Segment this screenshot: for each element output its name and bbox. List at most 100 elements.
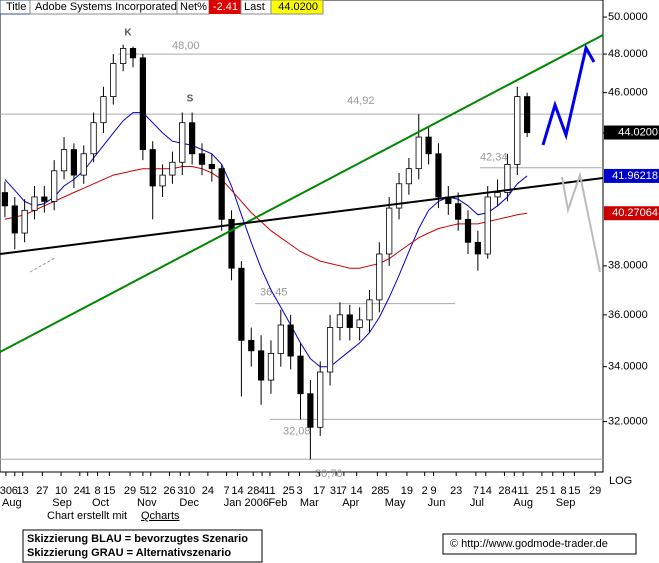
level-label: 42,34 xyxy=(480,152,508,164)
copyright-box xyxy=(442,533,637,555)
value-box-label: 40.27064 xyxy=(612,207,658,219)
scenario-grey xyxy=(561,171,601,273)
candle-body xyxy=(386,207,393,255)
candle-body xyxy=(376,253,383,301)
month-label: Aug xyxy=(2,497,22,509)
level-label: 48,00 xyxy=(172,40,200,52)
candle-body xyxy=(218,168,225,220)
candle-body xyxy=(356,319,363,328)
header-last-label: Last xyxy=(244,1,265,13)
x-tick-label: 5 xyxy=(140,485,146,497)
x-tick-label: 14 xyxy=(480,485,492,497)
plot: 48,00 44,92 42,34 36,45 32,08 30,70 K S xyxy=(0,28,603,480)
x-tick-label: 9 xyxy=(430,485,436,497)
x-tick-label: 15 xyxy=(568,485,580,497)
y-tick-label: 36.0000 xyxy=(608,309,648,321)
header-last-value: 44.0200 xyxy=(278,1,318,13)
candle-body xyxy=(287,324,294,357)
candle-body xyxy=(31,196,38,211)
month-label: Oct xyxy=(92,497,109,509)
candle-body xyxy=(257,350,265,381)
candle-body xyxy=(504,163,511,193)
x-tick-label: 10 xyxy=(183,485,195,497)
x-tick-label: 19 xyxy=(401,485,413,497)
credit-link[interactable]: Qcharts xyxy=(141,510,180,522)
candle-body xyxy=(524,96,531,133)
trend-line-black xyxy=(0,177,604,255)
candle-body xyxy=(405,168,413,185)
x-tick-label: 25 xyxy=(536,485,548,497)
month-label: Feb xyxy=(268,497,287,509)
month-label: Apr xyxy=(342,497,359,509)
candle-body xyxy=(415,136,422,170)
candle-body xyxy=(149,149,156,187)
x-tick-label: 4 xyxy=(259,485,265,497)
candle-body xyxy=(366,299,373,321)
y-tick-label: 50.0000 xyxy=(608,11,648,23)
month-label: Jun xyxy=(428,497,446,509)
month-label: Aug xyxy=(513,497,533,509)
month-label: Mar xyxy=(300,497,319,509)
x-tick-label: 28 xyxy=(247,485,259,497)
candle-body xyxy=(60,149,68,172)
candle-body xyxy=(139,57,146,150)
value-box xyxy=(604,125,659,140)
x-tick-label: 14 xyxy=(351,485,363,497)
axis-label: LOG xyxy=(609,475,632,487)
scenario-blue xyxy=(541,43,596,146)
candle-body xyxy=(198,153,206,165)
candle-body xyxy=(464,218,472,243)
x-tick-label: 7 xyxy=(341,485,347,497)
marker-label: S xyxy=(187,94,194,105)
y-tick-label: 38.0000 xyxy=(608,260,648,272)
candle-body xyxy=(514,96,521,165)
month-label: Sep xyxy=(52,497,72,509)
candle-body xyxy=(179,122,186,163)
month-label: Sep xyxy=(556,497,576,509)
copyright[interactable]: © http://www.godmode-trader.de xyxy=(450,538,608,550)
candle-body xyxy=(346,314,353,328)
level-label: 32,08 xyxy=(283,425,311,437)
x-tick-label: 11 xyxy=(517,485,528,497)
candle-body xyxy=(425,136,432,155)
month-label: Nov xyxy=(137,497,157,509)
trend-line-green xyxy=(0,34,604,353)
value-box xyxy=(604,206,659,221)
x-tick-label: 25 xyxy=(283,485,295,497)
candle-body xyxy=(159,174,166,187)
month-label: Jul xyxy=(470,497,484,509)
x-tick-label: 11 xyxy=(264,485,275,497)
x-tick-label: 31 xyxy=(330,485,342,497)
x-tick-label: 28 xyxy=(371,485,383,497)
candle-body xyxy=(395,183,403,209)
value-box xyxy=(604,168,659,183)
candle-body xyxy=(297,355,304,395)
candle-body xyxy=(21,209,28,234)
x-tick-label: 27 xyxy=(36,485,48,497)
candle-body xyxy=(317,371,324,428)
moving-average xyxy=(4,112,528,368)
x-tick-label: 1 xyxy=(85,485,91,497)
y-tick-label: 46.0000 xyxy=(608,87,648,99)
x-tick-label: 12 xyxy=(145,485,157,497)
candle-body xyxy=(336,314,344,328)
candle-body xyxy=(80,153,87,176)
header-net-value: -2.41 xyxy=(213,1,238,13)
x-tick-label: 29 xyxy=(589,485,601,497)
candle-body xyxy=(51,170,58,202)
candle-body xyxy=(189,122,196,155)
candle-body xyxy=(120,48,127,64)
header-net-value-box xyxy=(209,0,241,14)
candle-body xyxy=(238,267,245,341)
candle-body xyxy=(277,324,284,354)
header-net-label: Net% xyxy=(180,1,207,13)
candle-body xyxy=(435,153,442,198)
x-tick-label: 10 xyxy=(55,485,67,497)
x-tick-label: 7 xyxy=(473,485,479,497)
legend-line: Skizzierung GRAU = Alternativszenario xyxy=(27,547,231,559)
candle-body xyxy=(474,241,481,255)
candle-body xyxy=(11,205,18,234)
header-last-value-box xyxy=(270,0,324,15)
month-label: Dec xyxy=(179,497,199,509)
